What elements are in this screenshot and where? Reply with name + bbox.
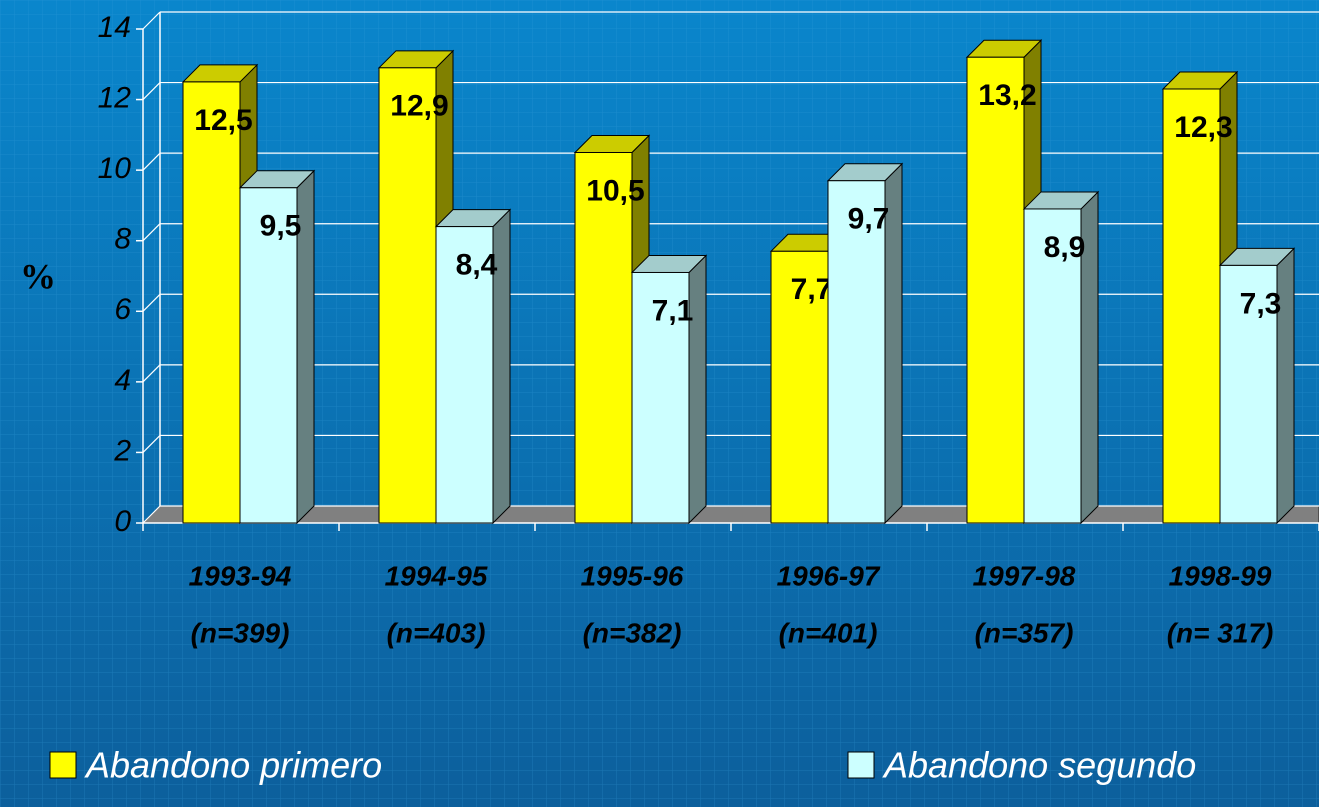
value-label: 8,4 bbox=[456, 249, 498, 282]
y-tick-label: 8 bbox=[114, 223, 131, 256]
bar bbox=[1162, 88, 1221, 524]
x-tick-label: (n=382) bbox=[583, 617, 682, 648]
bar bbox=[435, 226, 494, 524]
x-tick-label: 1993-94 bbox=[189, 560, 292, 591]
x-tick-label: 1994-95 bbox=[385, 560, 488, 591]
grid-line-side bbox=[142, 435, 161, 453]
y-tick-label: 12 bbox=[98, 81, 132, 114]
bar bbox=[239, 187, 298, 524]
y-axis-label: % bbox=[20, 256, 56, 296]
value-label: 10,5 bbox=[586, 174, 644, 207]
x-tick-label: (n=357) bbox=[975, 617, 1074, 648]
value-label: 12,9 bbox=[390, 90, 448, 123]
grid-line-side bbox=[142, 293, 161, 312]
x-tick-label: (n=401) bbox=[779, 617, 878, 648]
x-tick-label: (n=399) bbox=[191, 617, 290, 648]
bar bbox=[966, 56, 1025, 524]
value-label: 7,3 bbox=[1240, 287, 1282, 320]
y-tick-label: 6 bbox=[114, 293, 131, 326]
value-label: 7,7 bbox=[791, 273, 833, 306]
y-tick-label: 4 bbox=[114, 364, 131, 397]
floor bbox=[141, 505, 1319, 524]
legend-label: Abandono primero bbox=[84, 745, 382, 786]
x-tick-label: 1997-98 bbox=[973, 560, 1076, 591]
value-label: 9,5 bbox=[260, 210, 302, 243]
bar bbox=[182, 81, 241, 524]
y-tick-label: 14 bbox=[98, 11, 131, 44]
bar bbox=[574, 152, 633, 524]
grid-line-side bbox=[142, 505, 161, 524]
grid-line-side bbox=[142, 223, 161, 242]
x-tick-label: 1996-97 bbox=[777, 560, 881, 591]
bar bbox=[1219, 264, 1278, 524]
grid-line-side bbox=[142, 152, 161, 171]
value-label: 7,1 bbox=[652, 294, 694, 327]
value-label: 8,9 bbox=[1044, 231, 1086, 264]
y-tick-label: 2 bbox=[113, 434, 131, 467]
x-tick-label: 1998-99 bbox=[1169, 560, 1272, 591]
value-label: 12,5 bbox=[194, 104, 252, 137]
grid-line-side bbox=[142, 82, 161, 100]
y-tick-label: 0 bbox=[114, 505, 131, 538]
x-tick-label: (n=403) bbox=[387, 617, 486, 648]
legend-swatch bbox=[49, 751, 77, 779]
bar bbox=[378, 67, 437, 524]
y-tick-label: 10 bbox=[98, 152, 132, 185]
bar bbox=[631, 271, 690, 524]
bar bbox=[1023, 208, 1082, 524]
value-label: 12,3 bbox=[1174, 111, 1232, 144]
bar bbox=[827, 180, 886, 524]
legend-swatch bbox=[847, 751, 875, 779]
value-label: 13,2 bbox=[978, 79, 1036, 112]
legend-label: Abandono segundo bbox=[882, 745, 1196, 786]
x-tick-label: 1995-96 bbox=[581, 560, 684, 591]
bar bbox=[770, 250, 829, 524]
value-label: 9,7 bbox=[848, 203, 890, 236]
grid-line-side bbox=[142, 364, 161, 383]
x-tick-label: (n= 317) bbox=[1167, 617, 1274, 648]
grid-line-side bbox=[142, 11, 161, 30]
